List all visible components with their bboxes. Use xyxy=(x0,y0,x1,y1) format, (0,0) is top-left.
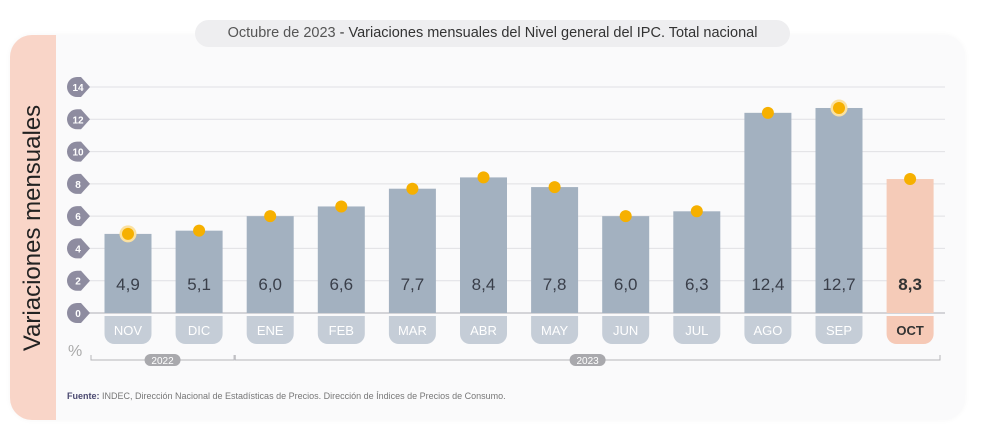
source-note: Fuente: INDEC, Dirección Nacional de Est… xyxy=(67,391,506,401)
y-tick-label: 10 xyxy=(72,148,84,159)
bar-value-label: 12,7 xyxy=(822,275,855,294)
bar-value-label: 12,4 xyxy=(751,275,784,294)
y-tick-label: 6 xyxy=(75,212,81,223)
y-tick-badge xyxy=(67,303,90,323)
y-tick-badge xyxy=(67,206,90,227)
x-tick-label: FEB xyxy=(329,323,354,338)
bar-mar xyxy=(388,188,436,313)
bar-jun xyxy=(602,216,650,313)
bar-abr xyxy=(460,177,507,313)
x-tick-pill xyxy=(602,316,650,344)
bar-ago xyxy=(744,112,792,313)
value-marker xyxy=(833,101,845,114)
x-tick-pill xyxy=(460,316,507,344)
y-tick-label: 4 xyxy=(75,244,81,255)
bar-nov xyxy=(104,233,152,313)
x-tick-pill xyxy=(744,316,792,344)
value-marker xyxy=(904,173,917,186)
y-tick-label: 14 xyxy=(72,83,84,94)
x-tick-pill xyxy=(104,316,152,344)
x-tick-pill xyxy=(673,316,721,344)
x-tick-pill xyxy=(886,316,934,344)
title-separator: - xyxy=(335,25,349,41)
bar-ene xyxy=(246,216,294,313)
x-tick-label: JUL xyxy=(685,323,708,338)
bar-value-label: 5,1 xyxy=(187,275,211,294)
x-tick-label: NOV xyxy=(114,323,143,338)
x-tick-label: ABR xyxy=(470,323,497,338)
value-marker xyxy=(406,182,419,195)
x-tick-label: OCT xyxy=(896,323,924,338)
bar-value-label: 6,6 xyxy=(329,275,353,294)
bar-value-label: 8,4 xyxy=(472,275,496,294)
x-tick-label: MAY xyxy=(541,323,569,338)
y-tick-badge xyxy=(67,173,90,194)
bar-dic xyxy=(175,230,223,313)
y-tick-badge xyxy=(67,270,90,291)
y-tick-badge xyxy=(67,238,90,259)
x-tick-pill xyxy=(388,316,436,344)
x-tick-pill xyxy=(246,316,294,344)
x-tick-pill xyxy=(175,316,223,344)
bar-value-label: 6,3 xyxy=(685,275,709,294)
unit-label: % xyxy=(68,343,83,360)
x-tick-label: SEP xyxy=(826,323,852,338)
x-tick-pill xyxy=(317,316,365,344)
bar-feb xyxy=(317,206,365,313)
year-label: 2023 xyxy=(576,356,599,367)
chart-title: Octubre de 2023 - Variaciones mensuales … xyxy=(195,20,790,47)
title-date: Octubre de 2023 xyxy=(227,25,336,41)
bar-value-label: 7,8 xyxy=(543,275,567,294)
value-marker xyxy=(264,210,277,223)
year-label: 2022 xyxy=(151,356,174,367)
value-marker xyxy=(548,181,561,194)
source-text: INDEC, Dirección Nacional de Estadística… xyxy=(99,391,506,401)
y-tick-label: 12 xyxy=(72,115,84,126)
bar-value-label: 7,7 xyxy=(401,275,425,294)
bar-may xyxy=(531,187,579,313)
y-tick-label: 0 xyxy=(75,309,81,320)
x-tick-pill xyxy=(815,316,863,344)
value-marker xyxy=(193,224,206,237)
x-tick-label: AGO xyxy=(753,323,782,338)
bar-value-label: 4,9 xyxy=(116,275,140,294)
y-tick-label: 2 xyxy=(75,277,81,288)
bar-value-label: 6,0 xyxy=(614,275,638,294)
year-pill xyxy=(144,354,181,366)
x-tick-pill xyxy=(531,316,579,344)
value-marker xyxy=(761,106,774,119)
bar-value-label: 8,3 xyxy=(898,275,922,294)
y-tick-label: 8 xyxy=(75,180,81,191)
value-marker xyxy=(619,210,632,223)
value-marker xyxy=(335,200,348,213)
x-tick-label: DIC xyxy=(188,323,210,338)
x-tick-label: ENE xyxy=(257,323,284,338)
x-tick-label: JUN xyxy=(613,323,638,338)
y-tick-badge xyxy=(67,109,90,130)
x-tick-label: MAR xyxy=(398,323,427,338)
bar-value-label: 6,0 xyxy=(258,275,282,294)
year-pill xyxy=(569,354,606,366)
value-marker xyxy=(690,205,703,218)
value-marker xyxy=(477,171,490,184)
value-marker xyxy=(122,227,134,240)
bar-jul xyxy=(673,211,721,313)
y-tick-badge xyxy=(67,141,90,162)
bar-sep xyxy=(815,107,863,313)
bar-oct xyxy=(886,179,934,313)
title-text: Variaciones mensuales del Nivel general … xyxy=(348,25,758,41)
source-label: Fuente: xyxy=(67,391,100,401)
y-tick-badge xyxy=(67,77,90,97)
y-axis-band xyxy=(10,35,56,420)
